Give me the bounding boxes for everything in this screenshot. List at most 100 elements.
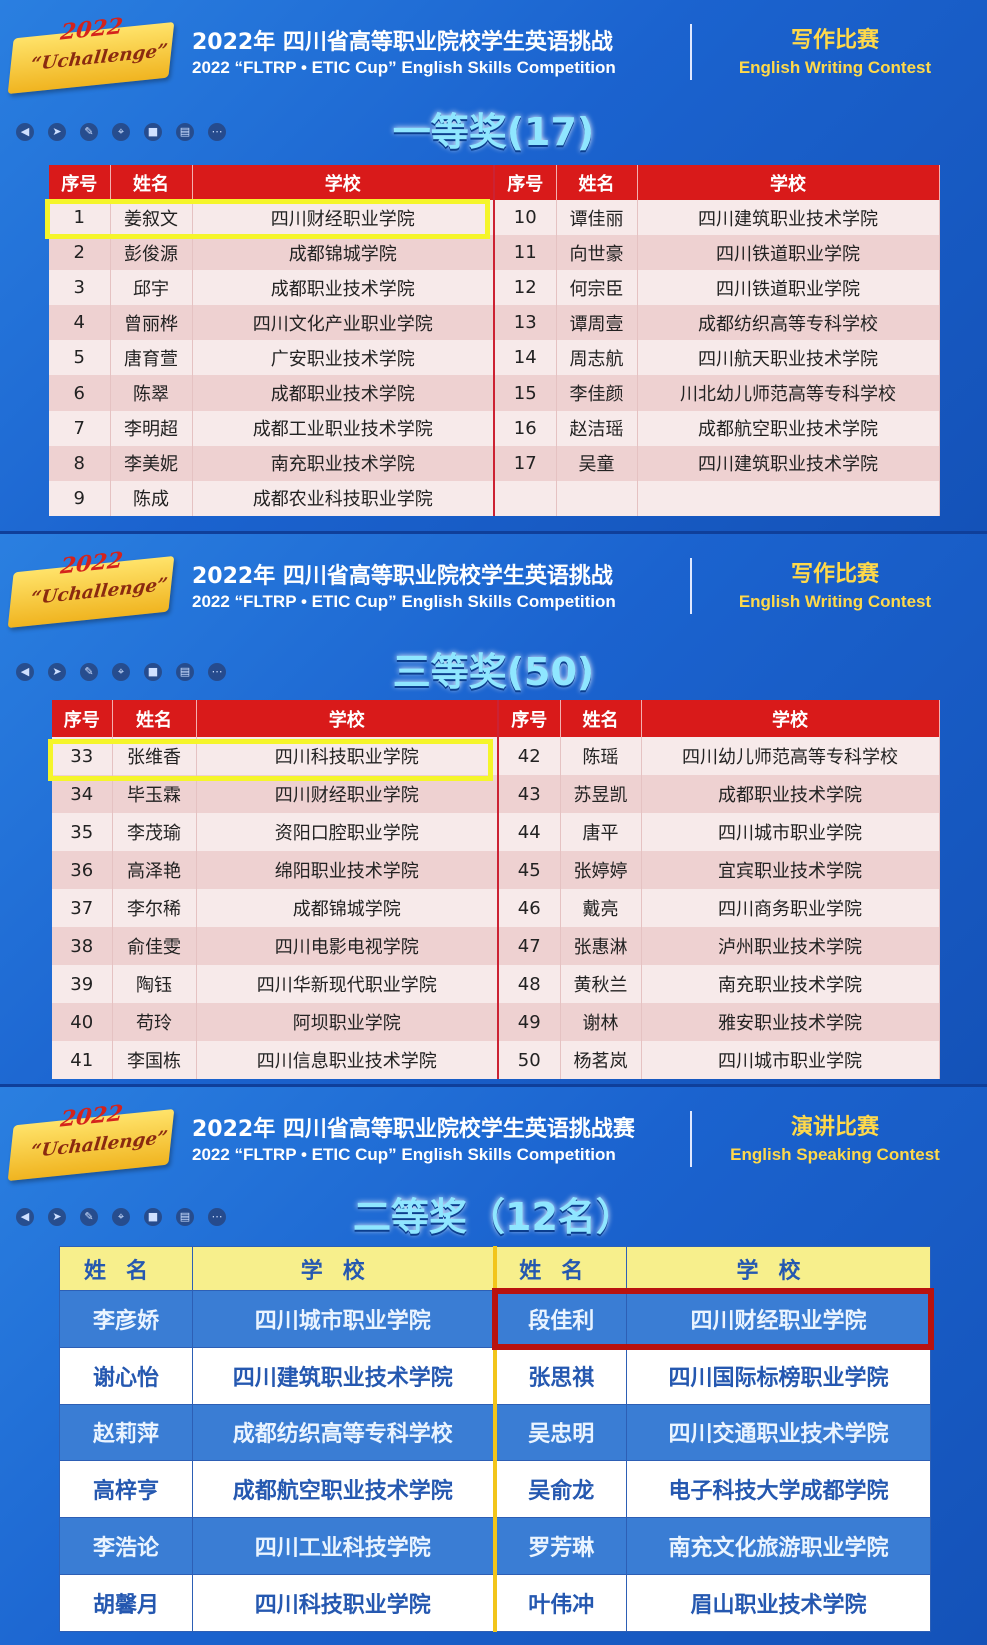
table-cell: 四川商务职业学院: [641, 889, 940, 927]
camera-icon[interactable]: ■: [144, 663, 162, 681]
more-icon[interactable]: ⋯: [208, 663, 226, 681]
table-cell: 50: [497, 1041, 561, 1079]
table-cell: 四川电影电视学院: [196, 927, 499, 965]
table-row: 8 李美妮 南充职业技术学院 17 吴童 四川建筑职业技术学院: [49, 445, 940, 481]
table-row: 36 高泽艳 绵阳职业技术学院 45 张婷婷 宜宾职业技术学院: [52, 851, 940, 889]
table-cell: 2: [49, 235, 111, 271]
table-cell: 电子科技大学成都学院: [626, 1460, 931, 1519]
table-cell: 周志航: [556, 340, 638, 376]
camera-icon[interactable]: ■: [144, 1208, 162, 1226]
table-cell: 成都纺织高等专科学校: [192, 1403, 495, 1462]
table-row: 4 曾丽桦 四川文化产业职业学院 13 谭周壹 成都纺织高等专科学校: [49, 305, 940, 341]
winners-table: 姓名 学校 姓名 学校 李彦娇 四川城市职业学院 段佳利 四川财经职业学院 谢心怡 四川建筑职业技…: [59, 1246, 931, 1632]
table-row: 李彦娇 四川城市职业学院 段佳利 四川财经职业学院: [59, 1290, 931, 1348]
more-icon[interactable]: ⋯: [208, 1208, 226, 1226]
pen-icon[interactable]: ✎: [80, 123, 98, 141]
column-header: 姓名: [560, 700, 642, 737]
competition-title-cn: 2022年 四川省高等职业院校学生英语挑战: [192, 30, 613, 55]
pointer-icon[interactable]: ➤: [48, 663, 66, 681]
table-cell: 7: [49, 410, 111, 446]
arrow-left-icon[interactable]: ◀: [16, 663, 34, 681]
table-cell: 胡馨月: [59, 1573, 193, 1632]
contest-title-cn: 写作比赛: [790, 562, 879, 587]
table-cell: 四川财经职业学院: [192, 200, 495, 236]
table-cell: 罗芳琳: [492, 1517, 627, 1575]
table-cell: 35: [52, 813, 113, 851]
table-row: 9 陈成 成都农业科技职业学院: [49, 480, 940, 516]
arrow-left-icon[interactable]: ◀: [16, 123, 34, 141]
table-cell: 17: [493, 445, 557, 481]
table-cell: 38: [52, 927, 113, 965]
table-cell: 成都职业技术学院: [641, 775, 940, 813]
table-row: 35 李茂瑜 资阳口腔职业学院 44 唐平 四川城市职业学院: [52, 813, 940, 851]
award-title: 二等奖（12名）: [353, 1195, 634, 1239]
focus-icon[interactable]: ⌖: [112, 663, 130, 681]
column-header: 姓名: [492, 1246, 627, 1291]
table-cell: 阿坝职业学院: [196, 1003, 499, 1041]
table-cell: 34: [52, 775, 113, 813]
column-header: 学校: [196, 700, 499, 737]
column-header: 学校: [192, 1246, 495, 1291]
table-cell: 张惠淋: [560, 927, 642, 965]
pen-icon[interactable]: ✎: [80, 1208, 98, 1226]
table-row: 6 陈翠 成都职业技术学院 15 李佳颜 川北幼儿师范高等专科学校: [49, 375, 940, 411]
pen-icon[interactable]: ✎: [80, 663, 98, 681]
divider: [690, 1111, 692, 1167]
table-cell: 吴忠明: [492, 1403, 627, 1462]
table-row: 1 姜叙文 四川财经职业学院 10 谭佳丽 四川建筑职业技术学院: [49, 200, 940, 236]
table-cell: [637, 480, 940, 516]
focus-icon[interactable]: ⌖: [112, 123, 130, 141]
highlight-box: [45, 199, 490, 239]
arrow-left-icon[interactable]: ◀: [16, 1208, 34, 1226]
table-row: 谢心怡 四川建筑职业技术学院 张思祺 四川国际标榜职业学院: [59, 1346, 931, 1405]
table-row: 2 彭俊源 成都锦城学院 11 向世豪 四川铁道职业学院: [49, 235, 940, 271]
table-cell: 眉山职业技术学院: [626, 1573, 931, 1632]
winners-table: 序号 姓名 学校 序号 姓名 学校 1 姜叙文 四川财经职业学院 10 谭佳丽 四川建筑职业技术学院 2…: [49, 165, 940, 516]
focus-icon[interactable]: ⌖: [112, 1208, 130, 1226]
table-cell: 1: [49, 200, 111, 236]
pointer-icon[interactable]: ➤: [48, 1208, 66, 1226]
comment-icon[interactable]: ▤: [176, 123, 194, 141]
table-cell: 成都职业技术学院: [192, 375, 495, 411]
table-cell: 俞佳雯: [112, 927, 197, 965]
table-cell: 四川交通职业技术学院: [626, 1403, 931, 1462]
table-cell: 泸州职业技术学院: [641, 927, 940, 965]
table-cell: 四川华新现代职业学院: [196, 965, 499, 1003]
table-cell: 李彦娇: [59, 1290, 193, 1348]
table-cell: 四川文化产业职业学院: [192, 305, 495, 341]
column-header: 序号: [52, 700, 113, 737]
comment-icon[interactable]: ▤: [176, 663, 194, 681]
table-cell: 41: [52, 1041, 113, 1079]
competition-title-en: 2022 “FLTRP • ETIC Cup” English Skills C…: [192, 58, 616, 77]
pointer-icon[interactable]: ➤: [48, 123, 66, 141]
table-cell: 成都航空职业技术学院: [637, 410, 940, 446]
table-cell: 李美妮: [110, 445, 193, 481]
comment-icon[interactable]: ▤: [176, 1208, 194, 1226]
table-row: 41 李国栋 四川信息职业技术学院 50 杨茗岚 四川城市职业学院: [52, 1041, 940, 1079]
table-cell: 川北幼儿师范高等专科学校: [637, 375, 940, 411]
uchallenge-logo: 2022 “Uchallenge”: [7, 547, 175, 629]
table-cell: 8: [49, 445, 111, 481]
highlight-box: [492, 1288, 934, 1350]
table-cell: 黄秋兰: [560, 965, 642, 1003]
table-row: 40 苟玲 阿坝职业学院 49 谢林 雅安职业技术学院: [52, 1003, 940, 1041]
table-cell: 14: [493, 340, 557, 376]
table-cell: 49: [497, 1003, 561, 1041]
table-cell: [556, 480, 638, 516]
table-row: 39 陶钰 四川华新现代职业学院 48 黄秋兰 南充职业技术学院: [52, 965, 940, 1003]
table-cell: 彭俊源: [110, 235, 193, 271]
table-cell: 南充职业技术学院: [641, 965, 940, 1003]
table-row: 3 邱宇 成都职业技术学院 12 何宗臣 四川铁道职业学院: [49, 270, 940, 306]
table-cell: 43: [497, 775, 561, 813]
table-cell: 谢心怡: [59, 1346, 193, 1405]
table-cell: 谭周壹: [556, 305, 638, 341]
table-cell: 四川幼儿师范高等专科学校: [641, 737, 940, 775]
table-cell: 39: [52, 965, 113, 1003]
more-icon[interactable]: ⋯: [208, 123, 226, 141]
camera-icon[interactable]: ■: [144, 123, 162, 141]
column-header: 序号: [49, 165, 111, 200]
table-cell: 9: [49, 480, 111, 516]
table-cell: 赵洁瑶: [556, 410, 638, 446]
table-cell: 吴童: [556, 445, 638, 481]
table-cell: 资阳口腔职业学院: [196, 813, 499, 851]
